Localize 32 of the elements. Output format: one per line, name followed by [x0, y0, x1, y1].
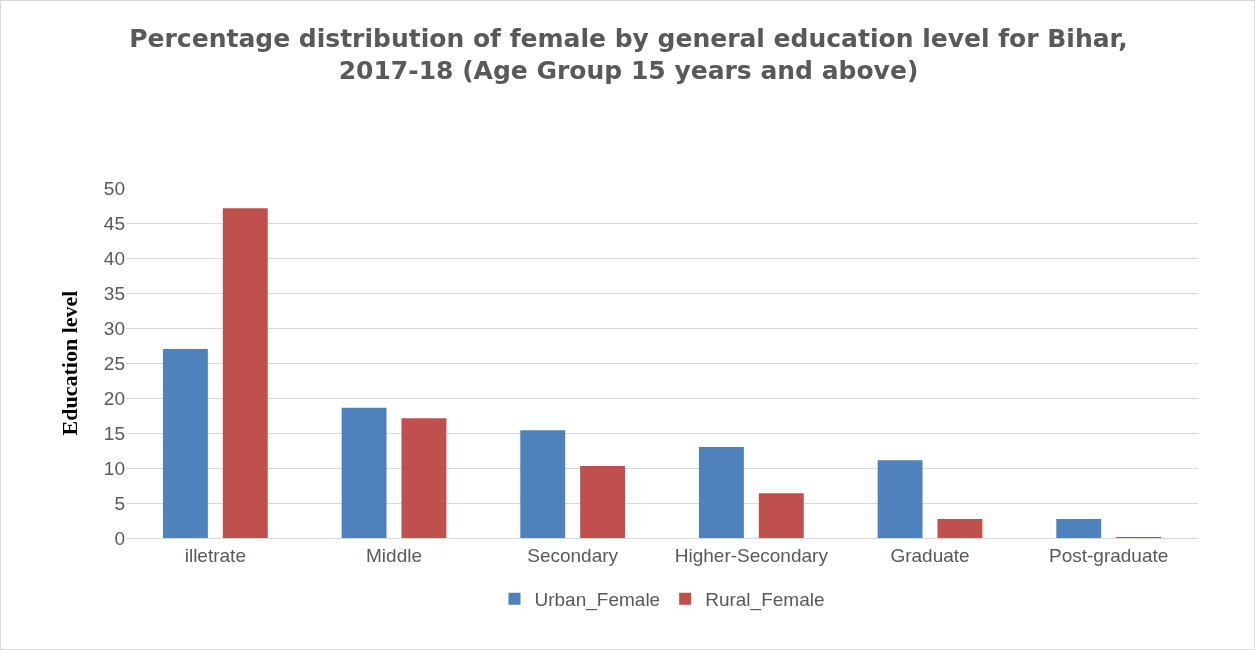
bar	[580, 465, 626, 538]
y-tick-label: 0	[114, 527, 125, 549]
chart-title: Percentage distribution of female by general education level for Bihar, 2017-18 (Age Group 15 years and above)	[129, 23, 1128, 85]
bar	[341, 407, 387, 538]
bar	[937, 519, 983, 538]
bar	[222, 208, 268, 538]
x-tick-label: Secondary	[527, 544, 619, 566]
legend-label: Urban_Female	[534, 589, 661, 612]
y-axis-title: Education level	[56, 290, 82, 436]
bar	[758, 493, 804, 538]
bar	[401, 418, 447, 538]
bar	[1056, 519, 1102, 538]
y-tick-label: 20	[103, 387, 125, 409]
bar	[698, 447, 744, 538]
x-tick-label: Post-graduate	[1048, 544, 1169, 566]
y-tick-label: 40	[103, 247, 125, 269]
y-tick-label: 50	[103, 177, 125, 199]
bar	[162, 349, 208, 538]
x-tick-label: Higher-Secondary	[674, 544, 829, 566]
bar	[520, 430, 566, 538]
y-tick-label: 10	[103, 457, 125, 479]
y-tick-label: 35	[103, 282, 125, 304]
y-tick-label: 25	[103, 352, 125, 374]
y-tick-label: 5	[114, 492, 125, 514]
x-tick-label: illetrate	[184, 544, 246, 566]
y-tick-label: 15	[103, 422, 125, 444]
y-tick-label: 45	[103, 212, 125, 234]
x-tick-label: Graduate	[890, 544, 970, 566]
x-tick-label: Middle	[366, 544, 422, 566]
y-tick-label: 30	[103, 317, 125, 339]
bar	[877, 460, 923, 538]
legend-label: Rural_Female	[705, 589, 825, 612]
